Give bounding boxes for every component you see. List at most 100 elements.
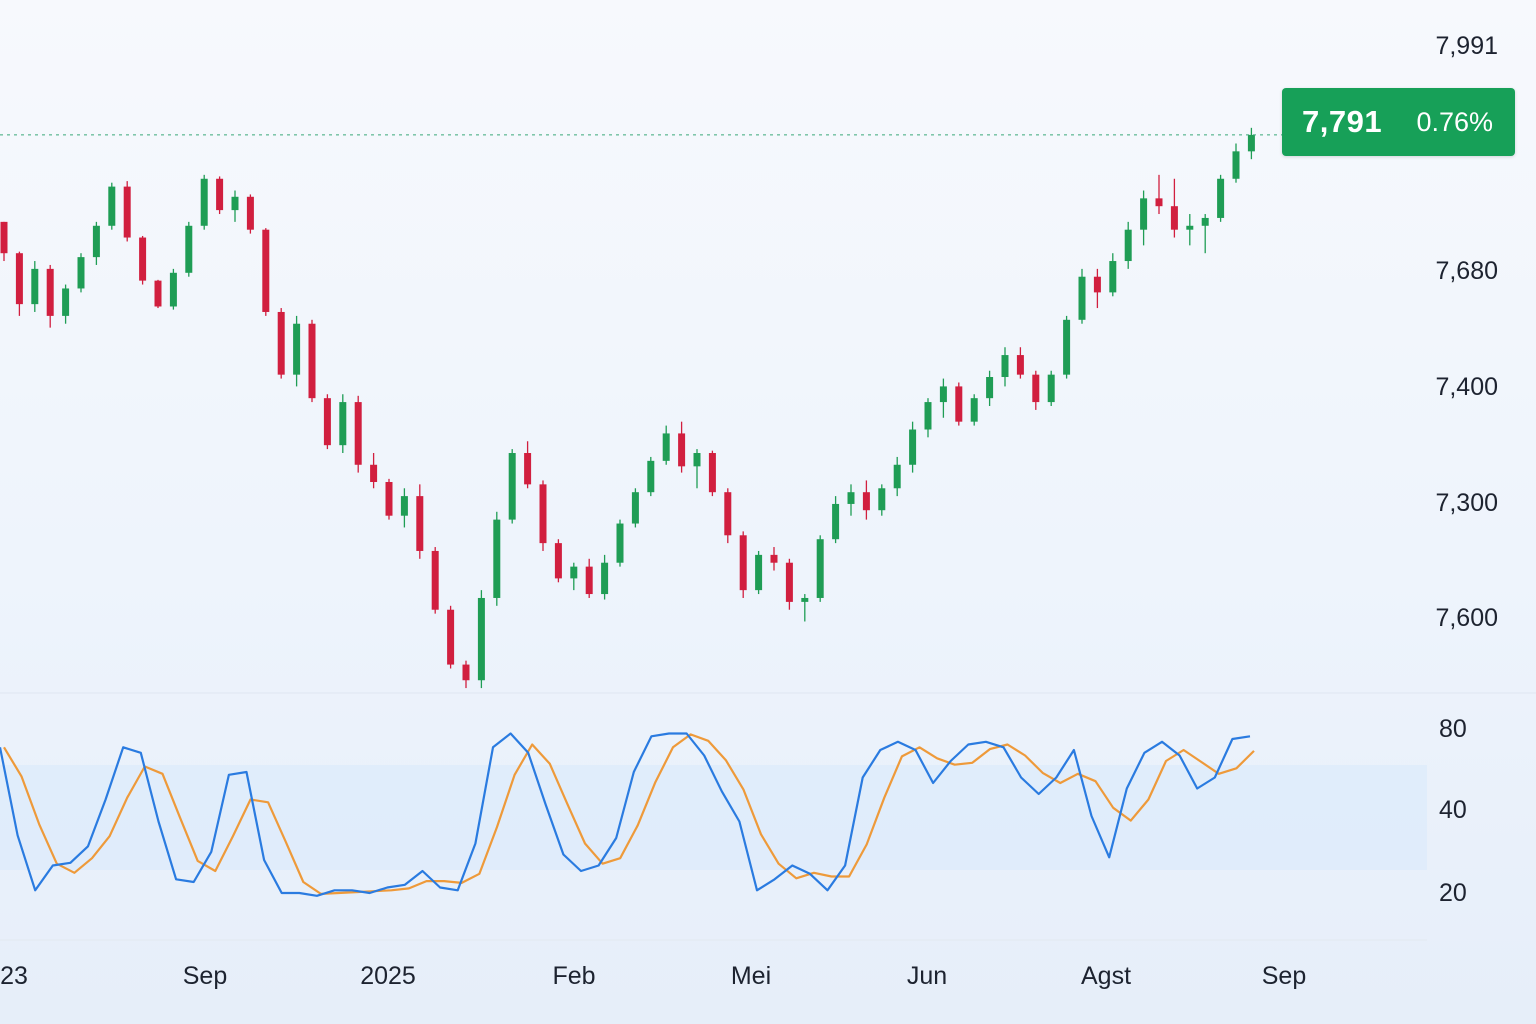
stochastic-k-line bbox=[0, 732, 1251, 897]
last-price-value: 7,791 bbox=[1302, 104, 1383, 139]
candle-body bbox=[1201, 217, 1209, 226]
candle-body bbox=[847, 492, 855, 504]
candle-body bbox=[262, 229, 270, 312]
candle-body bbox=[616, 523, 624, 563]
candle-body bbox=[385, 482, 393, 516]
candle-body bbox=[308, 323, 316, 399]
candle-body bbox=[1155, 198, 1163, 207]
candle-body bbox=[601, 562, 609, 595]
candle-body bbox=[77, 257, 85, 289]
candle-body bbox=[1016, 355, 1024, 375]
candle-body bbox=[986, 377, 994, 399]
candle-body bbox=[662, 433, 670, 461]
candle-body bbox=[955, 386, 963, 422]
candle-body bbox=[862, 492, 870, 511]
candle-body bbox=[1140, 198, 1148, 230]
candle-body bbox=[246, 196, 254, 230]
candle-body bbox=[724, 492, 732, 536]
time-axis-label: Sep bbox=[182, 962, 228, 990]
candle-body bbox=[231, 196, 239, 211]
candle-body bbox=[1078, 276, 1086, 320]
time-axis-label: Feb bbox=[552, 962, 596, 990]
price-change-percent: 0.76% bbox=[1416, 106, 1493, 137]
candle-body bbox=[939, 386, 947, 403]
price-axis-label: 7,400 bbox=[1435, 373, 1498, 401]
candle-body bbox=[0, 221, 8, 254]
candle-body bbox=[1001, 355, 1009, 378]
candle-body bbox=[15, 253, 23, 305]
stochastic-d-line bbox=[3, 733, 1255, 895]
time-axis-label: Agst bbox=[1080, 962, 1132, 990]
oscillator-band bbox=[0, 765, 1427, 870]
oscillator-axis-label: 20 bbox=[1439, 879, 1467, 907]
candle-body bbox=[1170, 206, 1178, 230]
candle-body bbox=[462, 664, 470, 681]
candle-body bbox=[431, 550, 439, 610]
candle-body bbox=[92, 225, 100, 258]
candle-body bbox=[1047, 374, 1055, 403]
time-axis-label: 2025 bbox=[360, 962, 416, 990]
candle-body bbox=[693, 453, 701, 467]
candle-body bbox=[801, 597, 809, 602]
price-axis-label: 7,680 bbox=[1435, 257, 1498, 285]
candle-body bbox=[293, 323, 301, 375]
oscillator-axis-label: 40 bbox=[1439, 796, 1467, 824]
candle-body bbox=[108, 186, 116, 226]
candle-body bbox=[1247, 134, 1255, 152]
candle-body bbox=[755, 554, 763, 591]
candle-body bbox=[323, 398, 331, 446]
last-price-badge: 7,791 0.76% bbox=[1282, 88, 1515, 156]
candle-body bbox=[416, 496, 424, 551]
candle-body bbox=[970, 398, 978, 422]
candle-body bbox=[277, 311, 285, 375]
candle-body bbox=[1217, 178, 1225, 218]
candle-body bbox=[770, 554, 778, 563]
time-axis-label: 23 bbox=[0, 962, 28, 990]
candle-body bbox=[216, 178, 224, 211]
candle-body bbox=[832, 503, 840, 540]
candle-body bbox=[909, 429, 917, 465]
candle-body bbox=[1093, 276, 1101, 293]
candle-body bbox=[647, 460, 655, 493]
time-axis-label: Jun bbox=[906, 962, 948, 990]
candle-body bbox=[785, 562, 793, 602]
candle-body bbox=[493, 519, 501, 598]
candle-body bbox=[169, 272, 177, 307]
candle-body bbox=[816, 539, 824, 598]
price-axis-label: 7,991 bbox=[1435, 32, 1498, 60]
candle-body bbox=[1032, 374, 1040, 403]
candle-body bbox=[1186, 225, 1194, 230]
price-axis-label: 7,300 bbox=[1435, 489, 1498, 517]
candle-body bbox=[400, 496, 408, 516]
candle-body bbox=[477, 597, 485, 681]
candle-body bbox=[154, 280, 162, 307]
candle-body bbox=[354, 402, 362, 465]
candle-body bbox=[739, 535, 747, 591]
candle-body bbox=[370, 464, 378, 483]
candle-body bbox=[631, 492, 639, 524]
candle-body bbox=[46, 268, 54, 316]
candle-body bbox=[539, 484, 547, 544]
candle-body bbox=[62, 288, 70, 316]
candle-body bbox=[139, 237, 147, 281]
candle-body bbox=[924, 402, 932, 430]
candle-body bbox=[554, 543, 562, 579]
candle-body bbox=[31, 268, 39, 305]
candle-body bbox=[200, 178, 208, 226]
candle-body bbox=[447, 609, 455, 665]
oscillator-axis-label: 80 bbox=[1439, 715, 1467, 743]
candle-body bbox=[708, 453, 716, 493]
candle-body bbox=[1063, 319, 1071, 375]
price-axis-label: 7,600 bbox=[1435, 604, 1498, 632]
candle-body bbox=[339, 402, 347, 446]
candle-body bbox=[893, 464, 901, 489]
candle-body bbox=[123, 186, 131, 238]
candle-body bbox=[678, 433, 686, 467]
candle-body bbox=[570, 566, 578, 579]
time-axis-label: Sep bbox=[1261, 962, 1307, 990]
candle-body bbox=[524, 453, 532, 485]
candle-body bbox=[1109, 261, 1117, 293]
candle-body bbox=[878, 488, 886, 511]
